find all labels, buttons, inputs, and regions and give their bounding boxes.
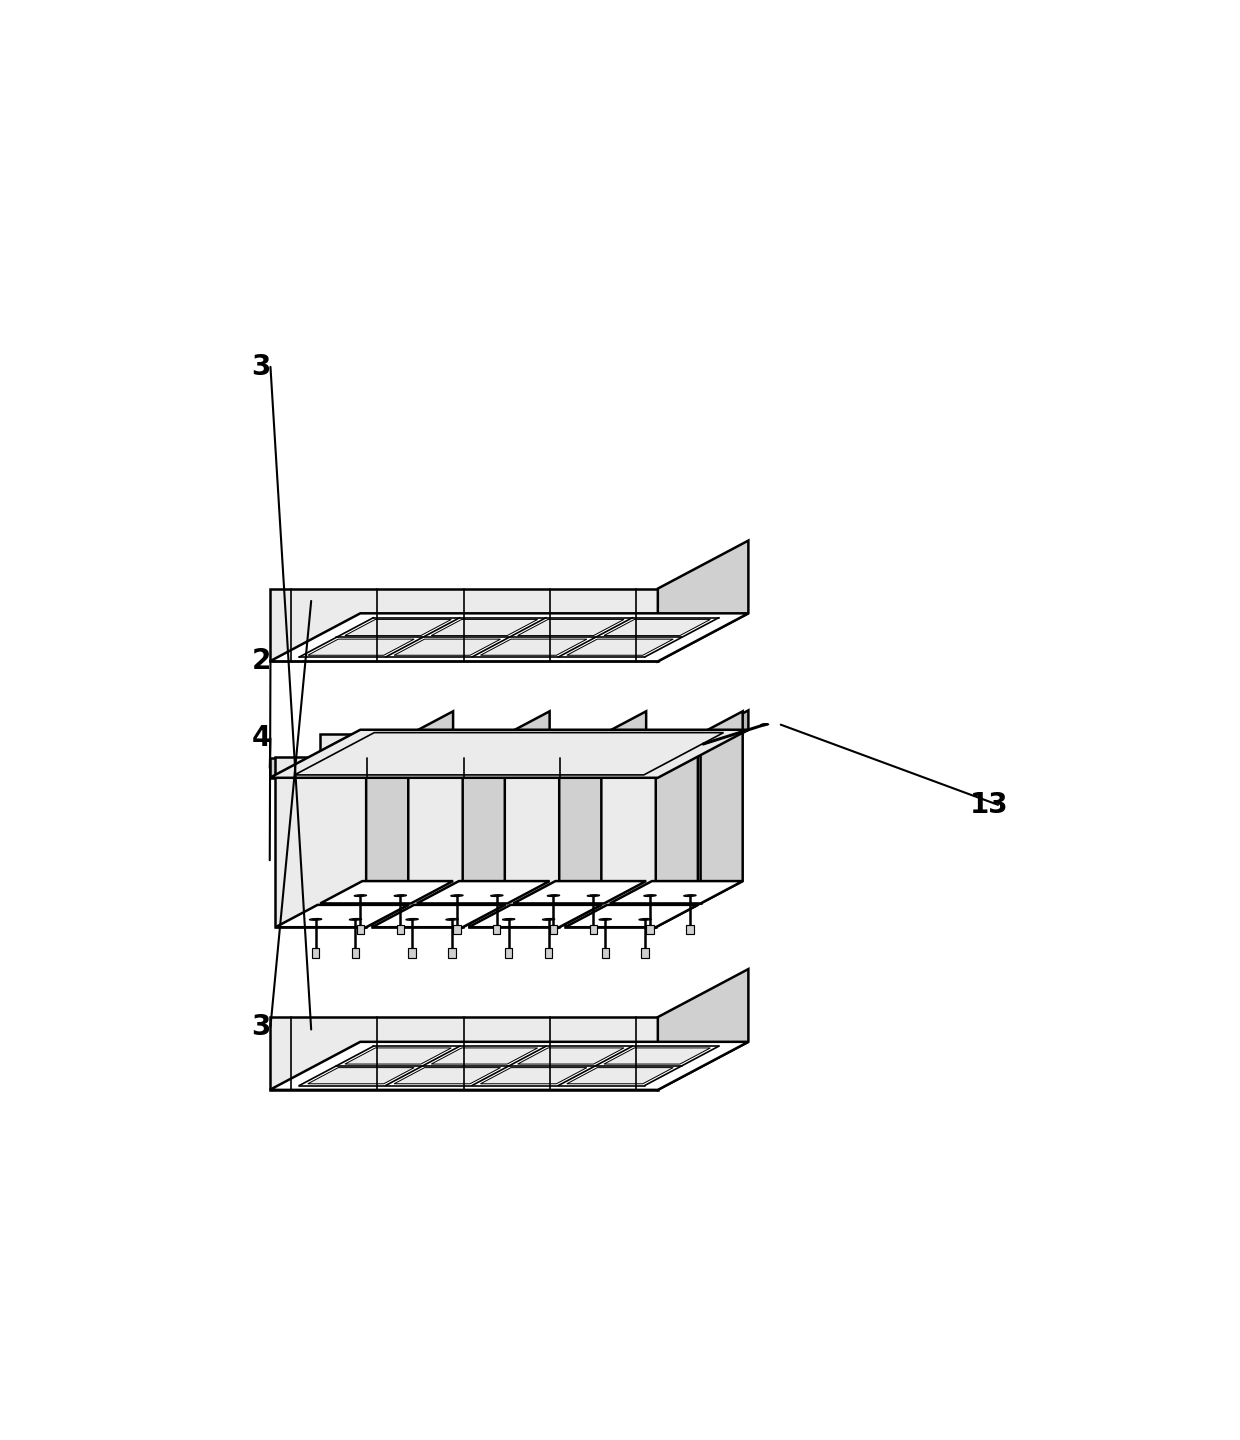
Polygon shape [683, 894, 696, 897]
Polygon shape [410, 711, 453, 903]
Polygon shape [275, 757, 366, 927]
Polygon shape [469, 904, 601, 927]
Polygon shape [686, 924, 693, 935]
Polygon shape [270, 730, 749, 778]
Polygon shape [565, 904, 698, 927]
Polygon shape [547, 894, 559, 897]
Polygon shape [270, 1041, 749, 1090]
Polygon shape [542, 919, 554, 920]
Polygon shape [270, 613, 749, 661]
Polygon shape [480, 1067, 587, 1084]
Polygon shape [270, 1017, 658, 1090]
Polygon shape [610, 733, 701, 903]
Polygon shape [372, 757, 463, 927]
Polygon shape [549, 924, 557, 935]
Text: 4: 4 [252, 724, 270, 752]
Text: 13: 13 [970, 791, 1008, 819]
Polygon shape [309, 919, 322, 920]
Polygon shape [270, 759, 658, 778]
Polygon shape [610, 881, 743, 903]
Polygon shape [417, 733, 507, 903]
Polygon shape [445, 919, 459, 920]
Polygon shape [450, 894, 464, 897]
Polygon shape [308, 639, 414, 655]
Polygon shape [394, 894, 407, 897]
Polygon shape [345, 619, 451, 635]
Polygon shape [494, 924, 501, 935]
Polygon shape [604, 711, 646, 903]
Polygon shape [463, 734, 505, 927]
Polygon shape [366, 734, 408, 927]
Polygon shape [517, 619, 624, 635]
Polygon shape [308, 1067, 414, 1084]
Polygon shape [397, 924, 404, 935]
Polygon shape [507, 711, 549, 903]
Polygon shape [408, 949, 415, 958]
Polygon shape [275, 904, 408, 927]
Polygon shape [601, 949, 609, 958]
Polygon shape [350, 919, 362, 920]
Polygon shape [658, 969, 749, 1090]
Polygon shape [567, 1067, 673, 1084]
Polygon shape [599, 919, 611, 920]
Polygon shape [345, 1048, 451, 1064]
Polygon shape [658, 540, 749, 661]
Polygon shape [641, 949, 649, 958]
Polygon shape [604, 1048, 711, 1064]
Polygon shape [357, 924, 365, 935]
Polygon shape [295, 733, 724, 775]
Polygon shape [352, 949, 360, 958]
Text: 3: 3 [252, 1012, 270, 1041]
Polygon shape [517, 1048, 624, 1064]
Text: 3: 3 [252, 353, 270, 380]
Polygon shape [587, 894, 600, 897]
Polygon shape [454, 924, 460, 935]
Polygon shape [505, 949, 512, 958]
Polygon shape [405, 919, 418, 920]
Polygon shape [565, 757, 656, 927]
Polygon shape [480, 639, 587, 655]
Polygon shape [559, 734, 601, 927]
Polygon shape [270, 589, 658, 661]
Polygon shape [312, 949, 319, 958]
Polygon shape [394, 639, 501, 655]
Polygon shape [394, 1067, 501, 1084]
Polygon shape [639, 919, 651, 920]
Polygon shape [491, 894, 503, 897]
Polygon shape [644, 894, 656, 897]
Polygon shape [658, 710, 749, 778]
Polygon shape [513, 881, 646, 903]
Polygon shape [513, 733, 604, 903]
Polygon shape [567, 639, 673, 655]
Polygon shape [761, 724, 769, 726]
Polygon shape [502, 919, 515, 920]
Polygon shape [449, 949, 455, 958]
Polygon shape [701, 711, 743, 903]
Polygon shape [646, 924, 653, 935]
Polygon shape [656, 734, 698, 927]
Polygon shape [604, 619, 711, 635]
Polygon shape [544, 949, 552, 958]
Polygon shape [432, 619, 538, 635]
Polygon shape [469, 757, 559, 927]
Polygon shape [417, 881, 549, 903]
Polygon shape [432, 1048, 538, 1064]
Polygon shape [320, 881, 453, 903]
Polygon shape [355, 894, 367, 897]
Polygon shape [590, 924, 596, 935]
Polygon shape [320, 733, 410, 903]
Polygon shape [372, 904, 505, 927]
Text: 2: 2 [252, 647, 270, 675]
